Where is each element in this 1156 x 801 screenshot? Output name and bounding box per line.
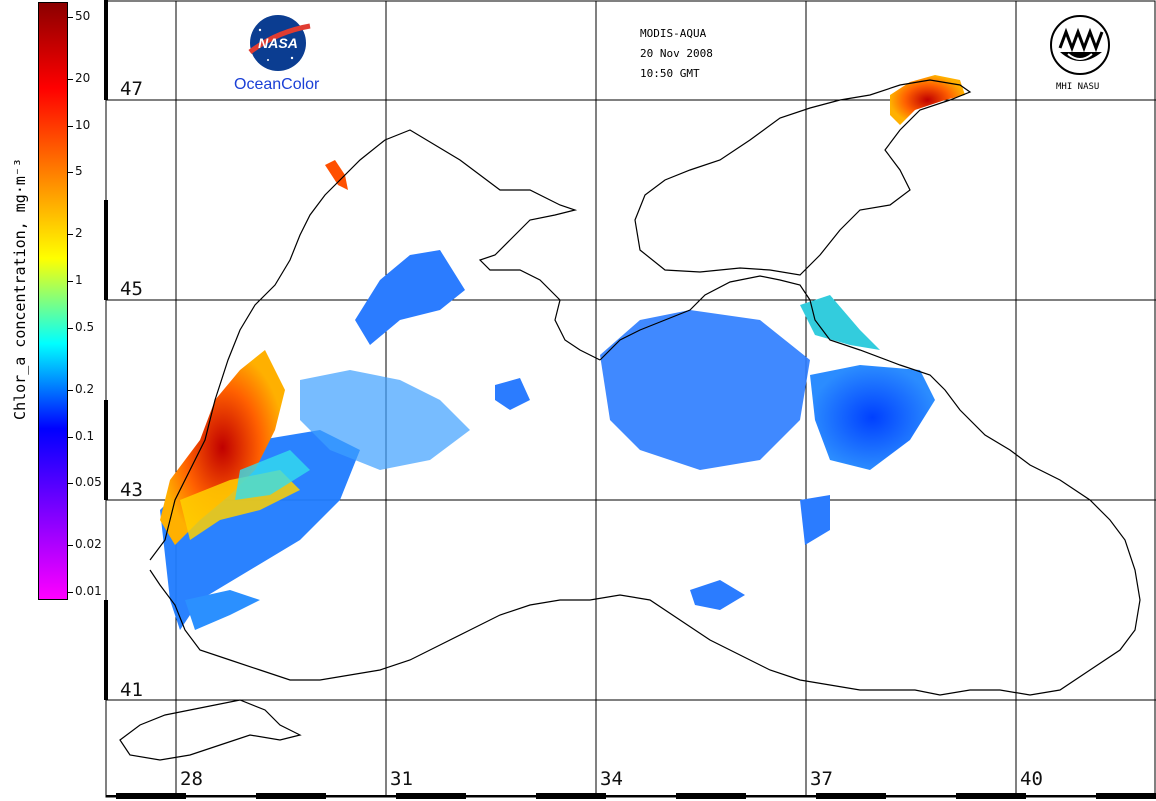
svg-text:NASA: NASA (258, 35, 298, 51)
patch-azov-red (890, 75, 965, 125)
colorbar-tick-label: 0.05 (75, 475, 102, 490)
coast-crimea (149, 275, 1141, 696)
colorbar-tick-mark (68, 545, 73, 547)
colorbar-tick-label: 2 (75, 226, 83, 241)
colorbar-tick-mark (68, 281, 73, 283)
lon-scale-bar (106, 793, 1156, 799)
lon-label-40: 40 (1020, 768, 1043, 790)
lon-label-31: 31 (390, 768, 413, 790)
colorbar-tick-label: 10 (75, 117, 91, 132)
lon-label-37: 37 (810, 768, 833, 790)
patch-kerch-cyan (800, 295, 880, 350)
lon-label-34: 34 (600, 768, 623, 790)
colorbar-tick-mark (68, 592, 73, 593)
patch-odessa-blue (355, 250, 465, 345)
colorbar-tick-mark (68, 17, 73, 18)
colorbar-tick-label: 1 (75, 273, 83, 288)
lat-scale-bar (104, 0, 108, 700)
time-label: 10:50 GMT (640, 67, 700, 80)
colorbar-tick-label: 0.5 (75, 319, 95, 334)
patch-dniester-red (325, 160, 348, 190)
header-block: MODIS-AQUA 20 Nov 2008 10:50 GMT (640, 24, 713, 84)
patch-south-west (185, 590, 260, 630)
coast-bosphorus-marmara (119, 699, 302, 761)
sensor-label: MODIS-AQUA (640, 27, 707, 40)
mhi-logo-icon (1050, 15, 1110, 75)
colorbar (38, 2, 68, 600)
lat-label-47: 47 (120, 78, 143, 100)
coastline (119, 79, 1141, 761)
colorbar-tick-label: 0.02 (75, 537, 102, 552)
colorbar-tick-mark (68, 436, 73, 438)
colorbar-tick-label: 0.01 (75, 584, 102, 598)
patch-south-east-2 (800, 495, 830, 545)
colorbar-tick-mark (68, 389, 73, 391)
colorbar-tick-mark (68, 78, 73, 80)
lat-label-45: 45 (120, 278, 143, 300)
patch-danube-cyan (235, 450, 310, 500)
colorbar-tick-label: 0.2 (75, 381, 95, 396)
colorbar-tick-mark (68, 125, 73, 127)
mhi-label: MHI NASU (1056, 82, 1100, 92)
patch-south-east (690, 580, 745, 610)
colorbar-tick-label: 20 (75, 70, 91, 85)
oceancolor-label: OceanColor (234, 76, 320, 93)
date-label: 20 Nov 2008 (640, 47, 713, 60)
colorbar-tick-label: 0.1 (75, 428, 95, 443)
colorbar-tick-mark (68, 327, 73, 329)
patch-mid-small (495, 378, 530, 410)
lon-label-28: 28 (180, 768, 203, 790)
colorbar-tick-label: 5 (75, 164, 83, 179)
colorbar-tick-mark (68, 172, 73, 174)
nasa-logo-icon: NASA (248, 15, 311, 71)
patch-east-caucasus (810, 365, 935, 470)
lat-label-41: 41 (120, 679, 143, 701)
coast-north-west (149, 129, 601, 561)
patch-center-west (300, 370, 470, 470)
lat-label-43: 43 (120, 479, 143, 501)
chlorophyll-patches (160, 75, 965, 630)
patch-east-big (600, 310, 810, 470)
coast-azov (634, 79, 972, 276)
colorbar-tick-label: 50 (75, 9, 91, 23)
colorbar-tick-mark (68, 234, 73, 236)
colorbar-tick-mark (68, 483, 73, 485)
